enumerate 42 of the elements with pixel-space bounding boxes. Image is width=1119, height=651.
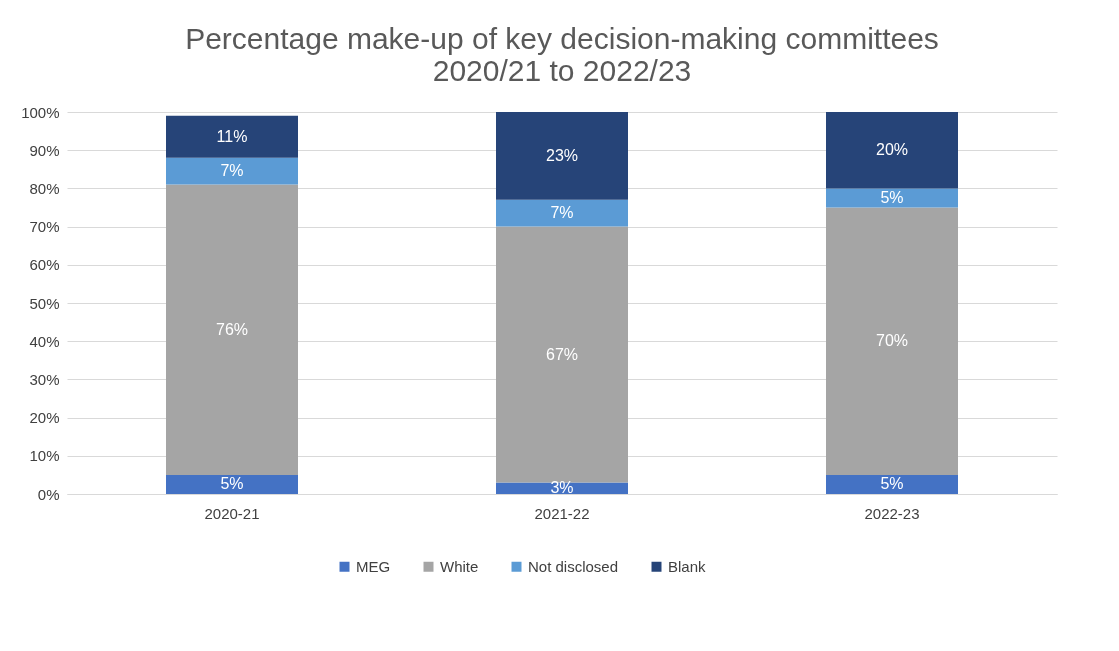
y-tick-label: 20%	[29, 409, 60, 427]
bar	[826, 112, 958, 189]
bar	[496, 199, 628, 227]
data-label: 5%	[880, 188, 904, 206]
y-tick-label: 90%	[29, 141, 60, 159]
y-tick-label: 100%	[21, 103, 60, 121]
bar	[166, 474, 298, 494]
data-label: 23%	[545, 146, 579, 164]
legend-label: Blank	[668, 557, 707, 575]
bar	[166, 115, 298, 158]
bar	[826, 188, 958, 208]
y-tick-label: 10%	[29, 447, 60, 465]
data-label: 5%	[880, 475, 904, 493]
data-label: 70%	[875, 332, 909, 350]
data-label: 7%	[550, 204, 574, 222]
bar	[496, 226, 628, 483]
data-label: 67%	[545, 345, 579, 363]
legend-label: Not disclosed	[528, 557, 619, 575]
y-tick-label: 80%	[29, 179, 60, 197]
x-tick-label: 2020-21	[204, 504, 260, 522]
x-tick-label: 2021-22	[534, 504, 590, 522]
x-tick-label: 2022-23	[864, 504, 920, 522]
y-tick-label: 40%	[29, 332, 60, 350]
data-label: 3%	[550, 479, 574, 497]
data-label: 20%	[875, 141, 909, 159]
bar	[166, 157, 298, 185]
y-tick-label: 0%	[37, 485, 60, 503]
legend-label: MEG	[356, 557, 391, 575]
bar	[166, 184, 298, 475]
chart-title: Percentage make-up of key decision-making committees 2020/21 to 2022/23	[185, 22, 939, 87]
bar	[826, 207, 958, 475]
y-tick-label: 30%	[29, 370, 60, 388]
legend-label: White	[440, 557, 479, 575]
y-tick-label: 70%	[29, 218, 60, 236]
bar	[496, 112, 628, 200]
data-label: 11%	[216, 127, 248, 145]
bar	[826, 474, 958, 494]
y-tick-label: 60%	[29, 256, 60, 274]
y-tick-label: 50%	[29, 294, 60, 312]
data-label: 5%	[220, 475, 244, 493]
data-label: 76%	[215, 320, 249, 338]
data-label: 7%	[220, 162, 244, 180]
